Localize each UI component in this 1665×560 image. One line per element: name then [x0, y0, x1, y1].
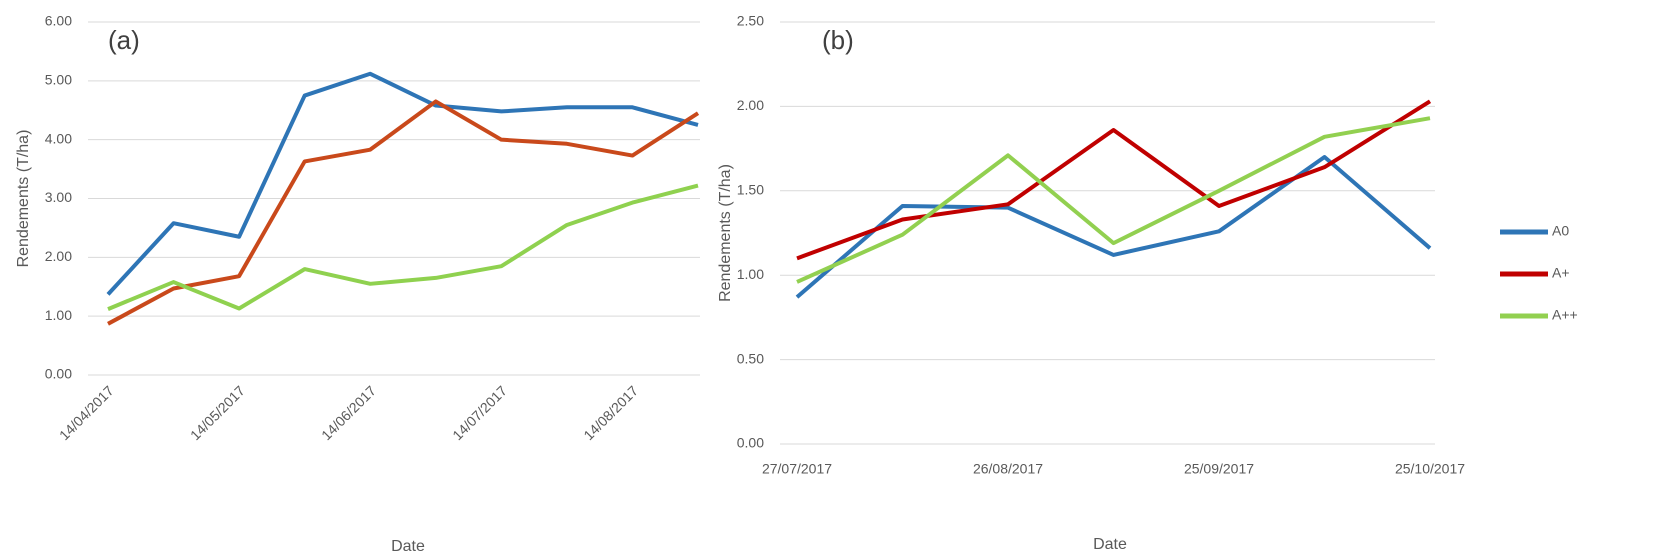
y-tick-label: 1.00 — [737, 266, 764, 282]
x-tick-label: 25/09/2017 — [1184, 461, 1254, 477]
legend-label: A0 — [1552, 223, 1569, 239]
series-line — [106, 71, 699, 296]
x-axis-title: Date — [1093, 536, 1127, 553]
x-tick-label: 26/08/2017 — [973, 461, 1043, 477]
y-tick-label: 5.00 — [45, 72, 72, 88]
x-tick-label: 14/04/2017 — [56, 382, 117, 443]
y-axis-title: Rendements (T/ha) — [15, 130, 32, 268]
annotation: (b) — [822, 25, 854, 55]
series-line — [796, 99, 1432, 261]
x-tick-label: 14/08/2017 — [580, 382, 641, 443]
y-tick-label: 0.00 — [737, 435, 764, 451]
y-tick-label: 4.00 — [45, 130, 72, 146]
x-tick-label: 14/06/2017 — [318, 382, 379, 443]
y-tick-label: 1.00 — [45, 307, 72, 323]
legend-label: A++ — [1552, 307, 1578, 323]
x-axis-title: Date — [391, 538, 425, 555]
legend-label: A+ — [1552, 265, 1570, 281]
y-tick-label: 1.50 — [737, 182, 764, 198]
x-tick-label: 14/07/2017 — [449, 382, 510, 443]
y-axis-title: Rendements (T/ha) — [717, 164, 734, 302]
y-tick-label: 2.50 — [737, 13, 764, 29]
y-tick-label: 0.00 — [45, 366, 72, 382]
x-tick-label: 27/07/2017 — [762, 461, 832, 477]
y-tick-label: 6.00 — [45, 13, 72, 29]
x-tick-label: 25/10/2017 — [1395, 461, 1465, 477]
series-line — [795, 155, 1432, 299]
annotation: (a) — [108, 25, 140, 55]
series-line — [107, 183, 699, 311]
series-line — [107, 99, 700, 326]
y-tick-label: 0.50 — [737, 350, 764, 366]
y-tick-label: 2.00 — [737, 97, 764, 113]
y-tick-label: 2.00 — [45, 248, 72, 264]
x-tick-label: 14/05/2017 — [187, 382, 248, 443]
series-line — [796, 116, 1431, 284]
y-tick-label: 3.00 — [45, 189, 72, 205]
